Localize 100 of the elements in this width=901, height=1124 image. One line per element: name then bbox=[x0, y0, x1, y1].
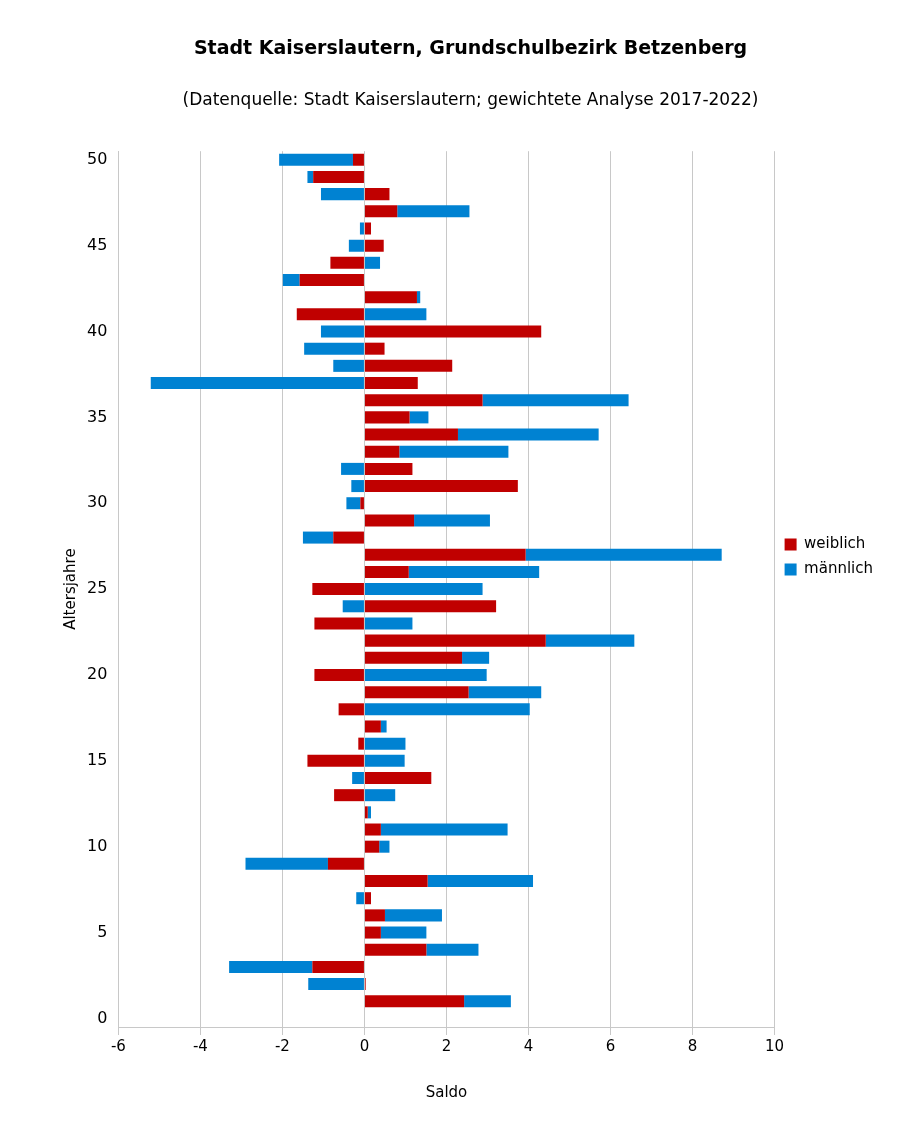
bar bbox=[379, 840, 390, 853]
bar bbox=[307, 170, 314, 183]
y-axis-title: Altersjahre bbox=[60, 548, 79, 630]
bar bbox=[525, 548, 722, 561]
bar bbox=[342, 600, 364, 613]
x-tick-label: 2 bbox=[441, 1036, 452, 1055]
bar bbox=[364, 634, 546, 647]
bar bbox=[312, 960, 364, 973]
y-tick-label: 20 bbox=[87, 664, 108, 684]
bar bbox=[380, 720, 387, 733]
bar bbox=[427, 875, 534, 888]
bar bbox=[360, 497, 364, 510]
bar bbox=[302, 531, 334, 544]
bar bbox=[482, 394, 629, 407]
bar bbox=[364, 737, 406, 750]
bar bbox=[358, 737, 364, 750]
bar bbox=[364, 754, 405, 767]
bar bbox=[364, 720, 381, 733]
bar bbox=[356, 892, 364, 905]
bar bbox=[364, 325, 542, 338]
bar bbox=[314, 668, 364, 681]
bar bbox=[364, 239, 384, 252]
y-tick-label: 35 bbox=[87, 406, 108, 426]
bar bbox=[327, 857, 364, 870]
bar bbox=[364, 875, 428, 888]
bar bbox=[364, 394, 483, 407]
bar bbox=[367, 806, 372, 819]
bar bbox=[364, 583, 483, 596]
bar bbox=[364, 943, 427, 956]
bar bbox=[364, 771, 432, 785]
bar bbox=[464, 995, 511, 1008]
bar bbox=[320, 325, 364, 338]
legend-label: weiblich bbox=[804, 534, 866, 553]
x-tick-label: -6 bbox=[110, 1036, 126, 1055]
bar bbox=[352, 771, 364, 785]
bar bbox=[330, 256, 364, 269]
bar bbox=[364, 480, 518, 493]
x-tick-label: 10 bbox=[765, 1036, 785, 1055]
x-tick-label: -2 bbox=[274, 1036, 290, 1055]
x-tick-label: -4 bbox=[192, 1036, 208, 1055]
bar bbox=[279, 153, 353, 166]
bar bbox=[314, 617, 364, 630]
bar bbox=[416, 291, 421, 304]
bar bbox=[364, 188, 390, 201]
bar bbox=[364, 222, 372, 235]
bar bbox=[457, 428, 599, 441]
x-tick-label: 0 bbox=[359, 1036, 370, 1055]
bar bbox=[364, 840, 380, 853]
bar bbox=[380, 823, 508, 836]
bar bbox=[397, 205, 470, 218]
y-tick-label: 40 bbox=[87, 320, 108, 340]
bar bbox=[338, 703, 364, 716]
x-tick-label: 4 bbox=[523, 1036, 534, 1055]
bar bbox=[364, 462, 413, 475]
bar bbox=[351, 480, 364, 493]
bar bbox=[380, 926, 427, 939]
bar bbox=[364, 668, 487, 681]
bar bbox=[364, 789, 396, 802]
bar bbox=[359, 222, 364, 235]
bar bbox=[245, 857, 328, 870]
bar bbox=[408, 565, 540, 578]
bar bbox=[364, 565, 409, 578]
y-tick-label: 25 bbox=[87, 578, 108, 598]
bar bbox=[364, 686, 469, 699]
bar bbox=[364, 617, 413, 630]
bar bbox=[364, 909, 385, 922]
bar bbox=[364, 445, 400, 458]
bar bbox=[282, 273, 300, 287]
bar bbox=[333, 359, 364, 372]
y-tick-label: 50 bbox=[87, 148, 108, 168]
bar bbox=[364, 926, 381, 939]
bar bbox=[426, 943, 479, 956]
bar bbox=[348, 239, 364, 252]
bar bbox=[352, 153, 364, 166]
y-tick-label: 45 bbox=[87, 234, 108, 254]
bar bbox=[364, 411, 410, 424]
y-tick-label: 5 bbox=[97, 921, 108, 941]
bar bbox=[364, 703, 530, 716]
bar bbox=[364, 308, 427, 321]
bar bbox=[312, 583, 364, 596]
bar bbox=[468, 686, 542, 699]
bar bbox=[304, 342, 364, 355]
bar bbox=[364, 342, 385, 355]
x-tick-label: 8 bbox=[687, 1036, 698, 1055]
bar bbox=[299, 273, 364, 287]
bar bbox=[364, 548, 526, 561]
bar bbox=[308, 978, 364, 991]
bar bbox=[307, 754, 364, 767]
bar bbox=[334, 789, 364, 802]
chart-title: Stadt Kaiserslautern, Grundschulbezirk Betzenberg bbox=[193, 36, 748, 59]
y-tick-label: 30 bbox=[87, 492, 108, 512]
bar bbox=[384, 909, 442, 922]
bar bbox=[150, 377, 364, 390]
bar bbox=[341, 462, 364, 475]
bar bbox=[364, 291, 417, 304]
x-axis-title: Saldo bbox=[425, 1082, 468, 1101]
bar bbox=[409, 411, 429, 424]
bar bbox=[320, 188, 364, 201]
bar bbox=[364, 256, 381, 269]
y-tick-label: 15 bbox=[87, 749, 108, 769]
